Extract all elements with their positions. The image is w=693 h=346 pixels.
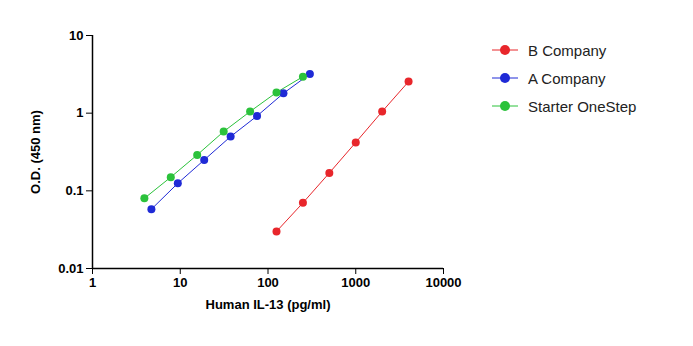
- svg-text:Human IL-13 (pg/ml): Human IL-13 (pg/ml): [206, 297, 331, 312]
- svg-text:10: 10: [173, 275, 187, 290]
- svg-text:1000: 1000: [341, 275, 370, 290]
- svg-text:1: 1: [89, 275, 96, 290]
- html-text:B Company: B Company: [528, 41, 607, 59]
- svg-text:O.D. (450 nm): O.D. (450 nm): [28, 110, 43, 194]
- svg-text:10: 10: [69, 28, 83, 43]
- svg-text:100: 100: [257, 275, 279, 290]
- svg-text:0.1: 0.1: [65, 183, 83, 198]
- html-text:A Company: A Company: [528, 69, 606, 87]
- html-text:Starter OneStep: Starter OneStep: [528, 97, 637, 115]
- svg-text:10000: 10000: [425, 275, 461, 290]
- svg-text:1: 1: [76, 105, 83, 120]
- svg-text:0.01: 0.01: [58, 261, 83, 276]
